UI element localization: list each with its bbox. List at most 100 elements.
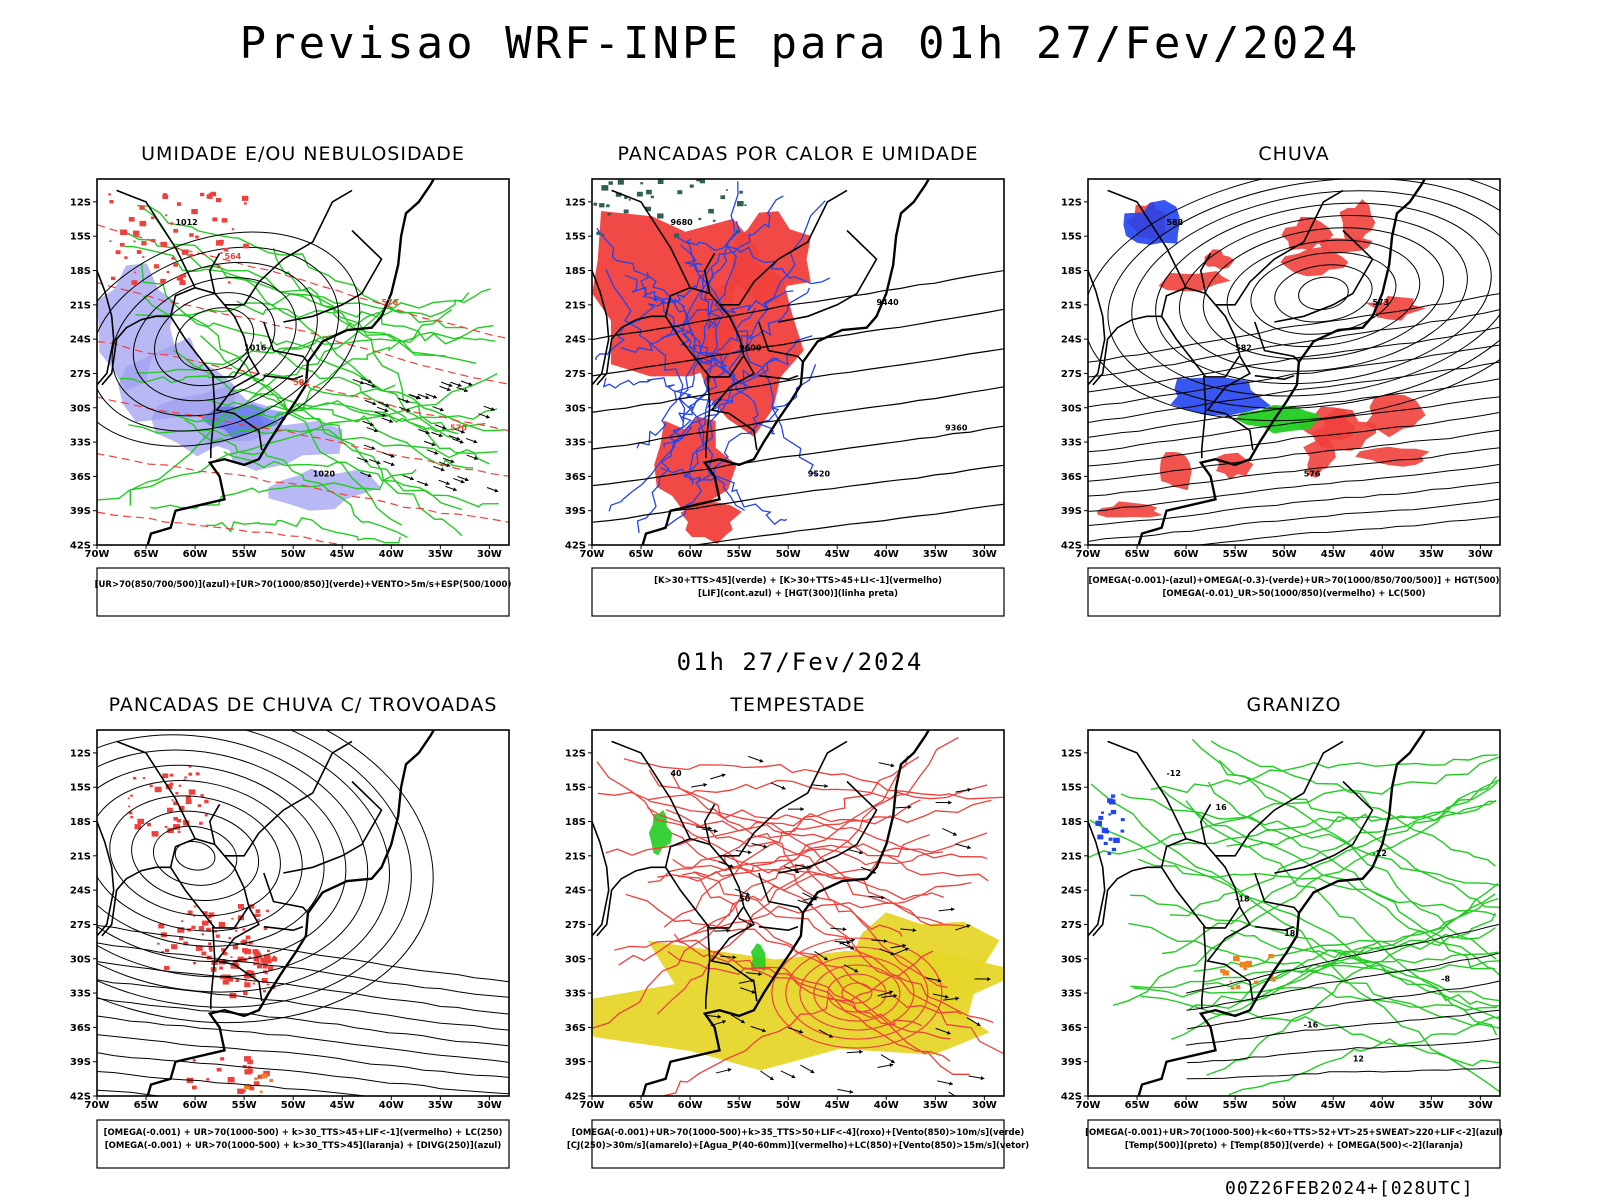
red-speckle <box>178 784 182 787</box>
wind-vector-head <box>761 1028 766 1033</box>
wind-vector-head <box>854 968 859 973</box>
wind-vector-head <box>390 462 395 467</box>
blue-speckle <box>1097 834 1104 840</box>
red-speckle <box>247 1059 253 1065</box>
blue-speckle <box>1108 813 1112 816</box>
red-speckle <box>149 784 153 788</box>
lat-tick-label: 24S <box>565 335 586 346</box>
lc850-red-vortex <box>813 964 901 1022</box>
lon-tick-label: 65W <box>629 549 654 560</box>
green-contour <box>141 263 403 526</box>
omega-red <box>1158 271 1231 292</box>
state-border <box>1274 780 1374 874</box>
state-border <box>1201 375 1207 459</box>
temp850-green <box>1228 1016 1500 1096</box>
red-speckle <box>160 278 166 284</box>
lat-tick-label: 18S <box>565 817 586 828</box>
panel-1: UMIDADE E/OU NEBULOSIDADE 1012 1016 1020 576… <box>70 143 511 617</box>
lat-tick-label: 12S <box>565 197 586 208</box>
red-speckle <box>204 799 209 804</box>
lon-tick-label: 35W <box>923 1100 948 1111</box>
wind-vector-head <box>485 414 490 419</box>
red-speckle <box>136 250 142 254</box>
teal-speckle <box>599 203 605 208</box>
red-speckle <box>189 253 193 257</box>
wind-vector-head <box>958 1097 962 1101</box>
red-speckle <box>175 791 179 795</box>
red-speckle <box>124 256 128 259</box>
lon-tick-label: 55W <box>1223 1100 1248 1111</box>
red-speckle <box>212 217 218 222</box>
temp850-green <box>1185 800 1498 1036</box>
red-speckle <box>257 960 260 963</box>
wind-vector-head <box>717 1014 722 1019</box>
contour-label: 12 <box>1353 1055 1364 1064</box>
streamline <box>97 730 434 1024</box>
state-border <box>283 780 383 874</box>
legend-text: [OMEGA(-0.001)-(azul)+OMEGA(-0.3)-(verde… <box>1089 576 1500 586</box>
wind-vector-head <box>952 831 957 836</box>
streamline <box>97 1052 509 1095</box>
lon-tick-label: 35W <box>923 549 948 560</box>
teal-speckle <box>712 219 716 222</box>
state-border <box>705 926 711 1010</box>
red-speckle <box>223 951 228 956</box>
green-contour <box>259 341 490 465</box>
lat-tick-label: 27S <box>565 369 586 380</box>
wind-vector-head <box>446 387 451 392</box>
wind-vector-head <box>384 408 389 413</box>
lc850-red <box>597 779 988 801</box>
state-border <box>758 321 804 363</box>
temp500-black <box>1186 980 1500 1030</box>
red-speckle <box>111 276 116 281</box>
hgt-contour <box>592 269 1004 341</box>
state-border <box>758 925 799 932</box>
hgt500-contour <box>1226 239 1421 348</box>
wind-vector-head <box>405 399 410 404</box>
wind-vector-head <box>448 383 453 388</box>
teal-speckle <box>640 182 644 185</box>
state-border <box>664 837 744 929</box>
lon-tick-label: 50W <box>1272 549 1297 560</box>
wind-vector-head <box>944 994 949 999</box>
red-speckle <box>244 973 251 979</box>
red-speckle <box>255 953 262 959</box>
panel-3: CHUVA 588 582 576 573 12S 15S 18S 21S 24S 27S 30S 33… <box>1061 143 1501 617</box>
teal-speckle <box>617 179 624 185</box>
red-speckle <box>230 956 233 958</box>
red-speckle <box>183 779 186 781</box>
red-speckle <box>231 228 235 231</box>
blue-speckle <box>1110 794 1116 798</box>
wind-vector-head <box>842 927 847 932</box>
streamline <box>1088 378 1500 438</box>
red-speckle <box>151 831 159 837</box>
instability-red <box>680 502 742 544</box>
lat-tick-label: 30S <box>565 403 586 414</box>
wind-vector-head <box>409 476 414 481</box>
red-speckle <box>218 921 226 928</box>
streamline <box>109 795 281 917</box>
red-speckle <box>249 904 255 909</box>
state-border <box>263 374 304 381</box>
contour-label: 570 <box>450 424 467 433</box>
red-speckle <box>157 942 160 945</box>
panel-title: PANCADAS POR CALOR E UMIDADE <box>617 143 978 165</box>
lat-tick-label: 15S <box>565 783 586 794</box>
red-speckle <box>208 915 212 919</box>
lat-tick-label: 33S <box>1061 989 1082 1000</box>
red-speckle <box>195 945 203 951</box>
red-speckle <box>132 230 140 236</box>
teal-speckle <box>689 184 694 188</box>
lat-tick-label: 24S <box>70 335 91 346</box>
state-border <box>705 375 711 459</box>
green-contour <box>184 419 408 539</box>
state-border <box>592 821 610 937</box>
red-speckle <box>177 830 181 833</box>
red-speckle <box>177 202 180 204</box>
wind-vector-head <box>490 407 495 412</box>
wind-vector-head <box>713 828 718 833</box>
wind-vector-head <box>745 892 750 896</box>
lon-tick-label: 65W <box>1125 1100 1150 1111</box>
teal-speckle <box>610 174 616 179</box>
wind-vector-head <box>442 425 447 430</box>
